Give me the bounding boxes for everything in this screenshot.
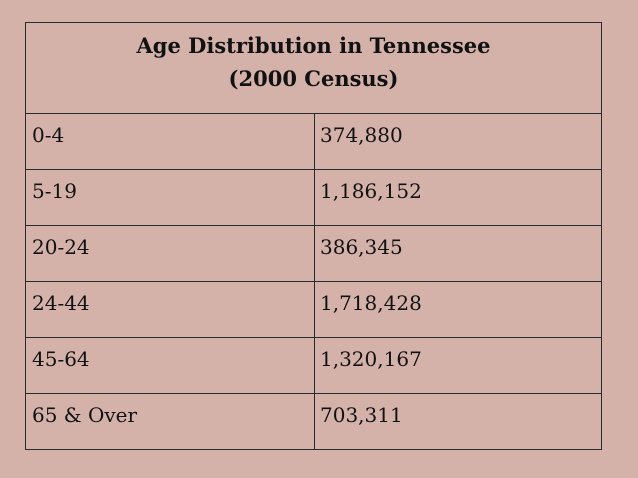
population-cell: 1,320,167 bbox=[320, 347, 422, 371]
table-title-row: Age Distribution in Tennessee (2000 Cens… bbox=[26, 23, 601, 114]
age-group-cell: 45-64 bbox=[26, 338, 315, 393]
table-row: 0-4 374,880 bbox=[26, 114, 601, 170]
age-distribution-table: Age Distribution in Tennessee (2000 Cens… bbox=[25, 22, 602, 450]
age-group-cell: 24-44 bbox=[26, 282, 315, 337]
table-title: Age Distribution in Tennessee bbox=[136, 33, 491, 58]
table-subtitle: (2000 Census) bbox=[228, 66, 399, 91]
age-group-cell: 0-4 bbox=[26, 114, 315, 169]
population-cell: 1,186,152 bbox=[320, 179, 422, 203]
age-group-cell: 65 & Over bbox=[26, 394, 315, 450]
population-cell: 386,345 bbox=[320, 235, 403, 259]
table-row: 20-24 386,345 bbox=[26, 226, 601, 282]
population-cell: 703,311 bbox=[320, 403, 403, 427]
age-group-cell: 5-19 bbox=[26, 170, 315, 225]
table-row: 24-44 1,718,428 bbox=[26, 282, 601, 338]
table-row: 65 & Over 703,311 bbox=[26, 394, 601, 450]
table-row: 5-19 1,186,152 bbox=[26, 170, 601, 226]
table-row: 45-64 1,320,167 bbox=[26, 338, 601, 394]
population-cell: 1,718,428 bbox=[320, 291, 422, 315]
age-group-cell: 20-24 bbox=[26, 226, 315, 281]
population-cell: 374,880 bbox=[320, 123, 403, 147]
